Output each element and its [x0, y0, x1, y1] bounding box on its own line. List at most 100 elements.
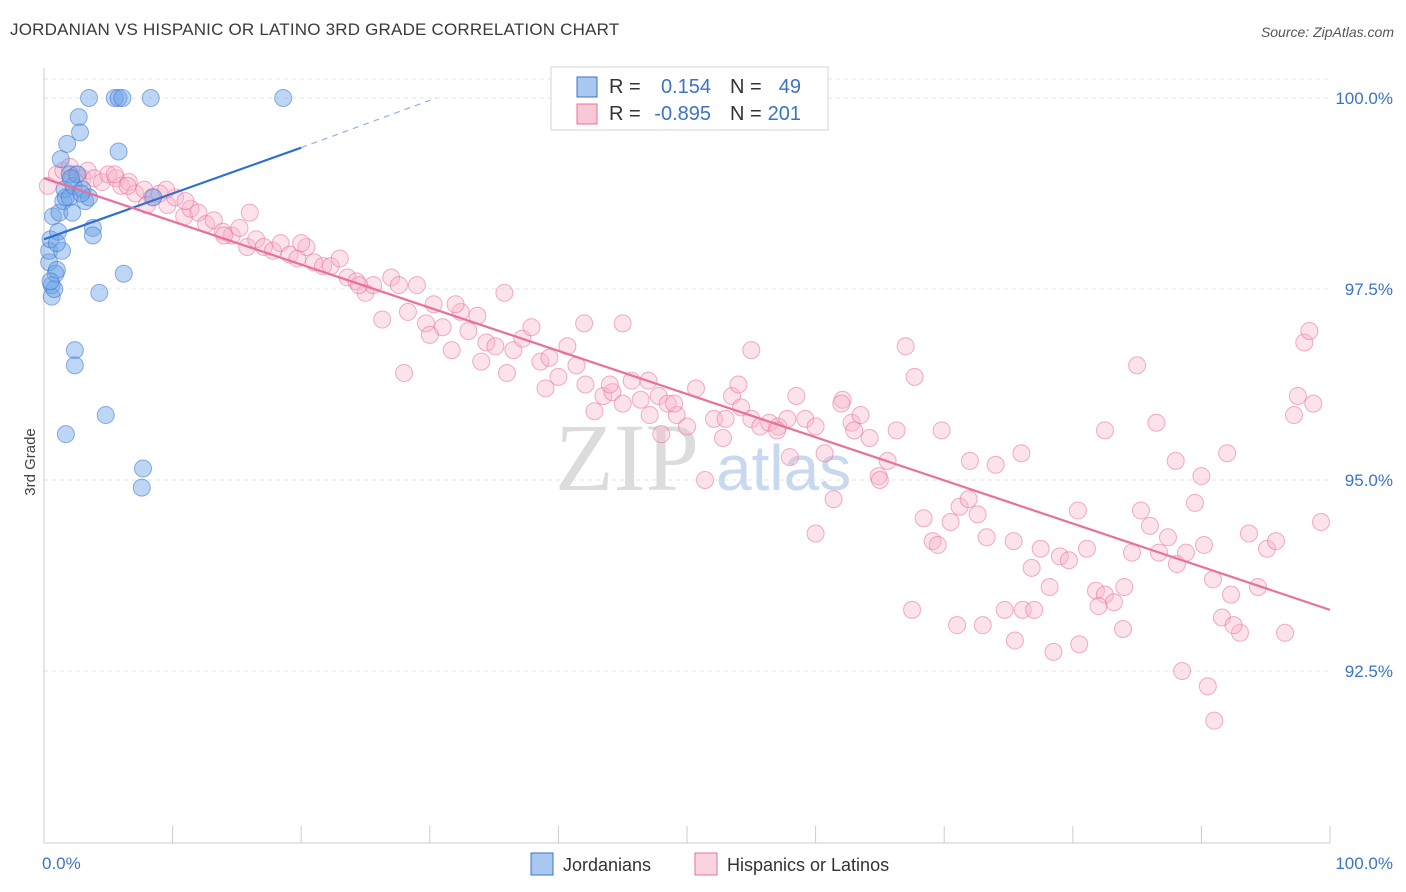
- legend-r-label-1: R =: [609, 103, 641, 125]
- data-point: [652, 425, 671, 444]
- bottom-legend-swatch-hispanics: [694, 852, 718, 876]
- data-point: [896, 337, 915, 356]
- data-point: [398, 302, 417, 321]
- data-point: [787, 386, 806, 405]
- data-point: [292, 234, 311, 253]
- data-point: [395, 364, 414, 383]
- data-point: [83, 226, 102, 245]
- data-point: [845, 421, 864, 440]
- data-point: [540, 348, 559, 367]
- data-point: [1185, 493, 1204, 512]
- data-point: [1304, 394, 1323, 413]
- data-point: [96, 406, 115, 425]
- data-point: [1140, 516, 1159, 535]
- data-point: [477, 333, 496, 352]
- data-point: [1031, 539, 1050, 558]
- data-point: [960, 451, 979, 470]
- data-point: [1095, 585, 1114, 604]
- data-point: [40, 241, 59, 260]
- data-point: [330, 249, 349, 268]
- data-point: [1089, 597, 1108, 616]
- data-point: [613, 394, 632, 413]
- trendline-jordanians: [43, 146, 302, 241]
- data-point: [1205, 711, 1224, 730]
- data-point: [1158, 528, 1177, 547]
- data-point: [1266, 532, 1285, 551]
- data-point: [714, 428, 733, 447]
- data-point: [1311, 513, 1330, 532]
- data-point: [1095, 421, 1114, 440]
- data-point: [1275, 623, 1294, 642]
- data-point: [851, 406, 870, 425]
- data-point: [1115, 577, 1134, 596]
- data-point: [109, 89, 128, 107]
- data-point: [50, 203, 69, 222]
- trendline-hispanics: [43, 177, 1331, 611]
- data-point: [56, 425, 75, 444]
- data-point: [522, 318, 541, 337]
- data-point: [47, 260, 66, 279]
- data-point: [1077, 539, 1096, 558]
- data-point: [350, 276, 369, 295]
- data-point: [274, 89, 293, 107]
- data-point: [1050, 547, 1069, 566]
- data-point: [1192, 467, 1211, 486]
- data-point: [446, 295, 465, 314]
- data-point: [263, 241, 282, 260]
- data-point: [1288, 386, 1307, 405]
- y-axis-label: 3rd Grade: [22, 428, 39, 496]
- data-point: [536, 379, 555, 398]
- data-point: [667, 406, 686, 425]
- y-tick-label-2: 97.5%: [1345, 280, 1393, 299]
- legend-n-label-0: N =: [730, 76, 762, 98]
- data-point: [870, 471, 889, 489]
- data-point: [796, 409, 815, 428]
- data-point: [65, 356, 84, 375]
- data-point: [1059, 551, 1078, 570]
- data-point: [575, 314, 594, 333]
- data-point: [1040, 577, 1059, 596]
- data-point: [1230, 623, 1249, 642]
- data-point: [941, 513, 960, 532]
- data-point: [1284, 406, 1303, 425]
- data-point: [1068, 501, 1087, 520]
- data-point: [1147, 413, 1166, 432]
- data-point: [118, 176, 137, 195]
- data-point: [176, 192, 195, 211]
- data-point: [109, 142, 128, 161]
- y-tick-label-0: 92.5%: [1345, 662, 1393, 681]
- data-point: [576, 375, 595, 394]
- data-point: [1044, 642, 1063, 661]
- data-point: [1022, 558, 1041, 577]
- data-point: [1239, 524, 1258, 543]
- data-point: [950, 497, 969, 516]
- data-point: [114, 264, 133, 283]
- data-point: [373, 310, 392, 329]
- legend-swatch-hispanics: [576, 103, 598, 125]
- data-point: [80, 89, 99, 107]
- legend-r-value-0: 0.154: [661, 76, 711, 98]
- watermark: ZIP atlas: [555, 404, 851, 511]
- data-point: [932, 421, 951, 440]
- correlation-legend: R = 0.154 N = 49 R = -0.895 N = 201: [550, 66, 829, 131]
- legend-n-label-1: N =: [730, 103, 762, 125]
- data-point: [389, 276, 408, 295]
- legend-r-value-1: -0.895: [654, 103, 711, 125]
- data-point: [1257, 539, 1276, 558]
- data-point: [742, 341, 761, 360]
- data-point: [860, 428, 879, 447]
- data-point: [1218, 444, 1237, 463]
- x-tick-label-min: 0.0%: [42, 854, 81, 873]
- data-point: [1070, 635, 1089, 654]
- legend-n-value-1: 201: [768, 103, 801, 125]
- data-point: [1012, 444, 1031, 463]
- data-point: [1005, 631, 1024, 650]
- data-point: [1173, 662, 1192, 680]
- data-point: [495, 283, 514, 302]
- data-point: [903, 600, 922, 619]
- data-point: [230, 218, 249, 237]
- data-point: [1104, 593, 1123, 612]
- data-point: [1122, 543, 1141, 562]
- data-point: [631, 390, 650, 409]
- data-point: [90, 283, 109, 302]
